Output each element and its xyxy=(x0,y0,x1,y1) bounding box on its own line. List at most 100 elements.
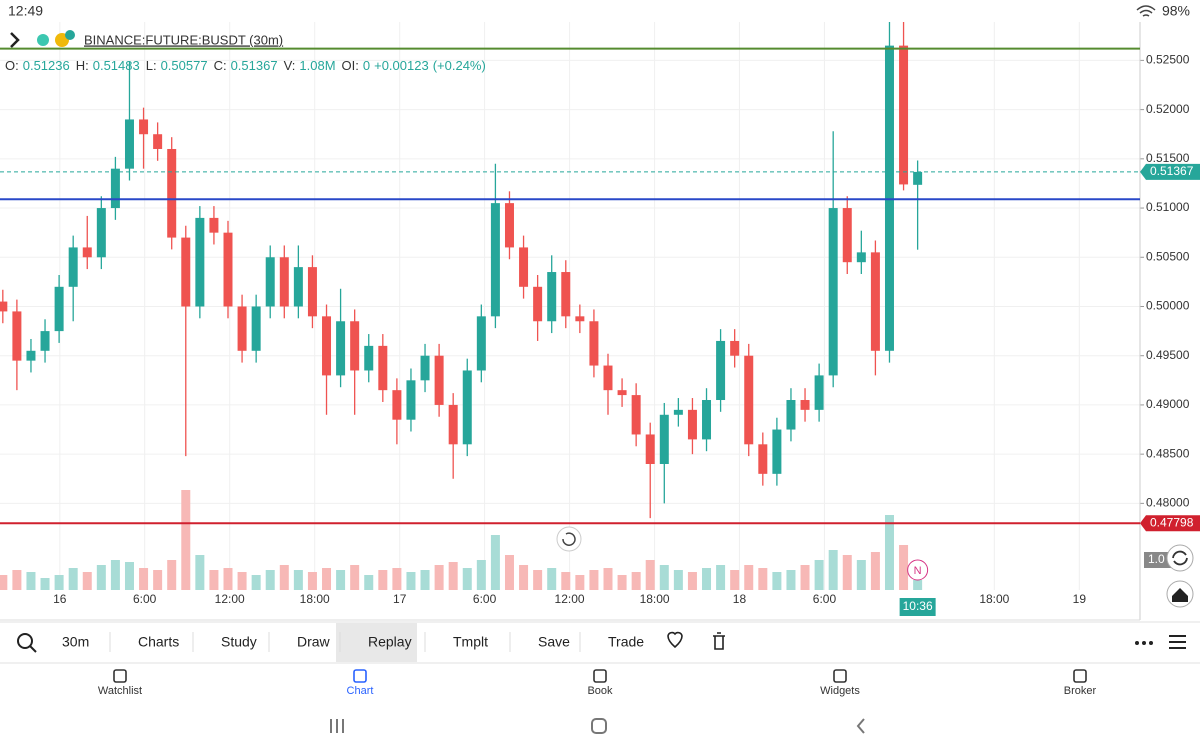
candle-body xyxy=(209,217,219,233)
y-tick-label: 0.49500 xyxy=(1146,348,1190,362)
x-tick-label: 17 xyxy=(393,592,407,606)
candle-body xyxy=(350,321,360,371)
nav-label[interactable]: Book xyxy=(587,685,613,697)
toolbar-button[interactable]: 30m xyxy=(62,634,89,650)
candle-body xyxy=(124,119,134,169)
event-marker[interactable] xyxy=(907,559,929,581)
volume-bar xyxy=(307,572,317,590)
volume-bar xyxy=(561,572,571,590)
more-icon xyxy=(1149,641,1153,645)
volume-bar xyxy=(12,570,22,590)
reset-button[interactable] xyxy=(556,526,582,552)
candle-body xyxy=(913,171,923,185)
candle-body xyxy=(54,286,64,332)
legend-label: OI: xyxy=(342,58,359,73)
toolbar-button[interactable]: Replay xyxy=(368,634,412,650)
y-tick-label: 0.48000 xyxy=(1146,496,1190,510)
volume-bar xyxy=(406,572,416,590)
toolbar-items: 30m Charts Study Draw Replay Tmplt Save Trade xyxy=(62,632,644,652)
volume-tag-label: 1.0 xyxy=(1148,552,1165,566)
legend-label: O: xyxy=(5,58,19,73)
candle-body xyxy=(800,400,810,410)
candle-body xyxy=(786,400,796,430)
nav-icon[interactable] xyxy=(593,669,607,683)
candle-body xyxy=(279,257,289,307)
y-tick-label: 0.51000 xyxy=(1146,200,1190,214)
x-tick-label: 18:00 xyxy=(300,592,330,606)
legend-value: 0.51236 xyxy=(23,58,70,73)
volume-bar xyxy=(884,515,894,590)
symbol[interactable]: BINANCE:FUTURE:BUSDT (30m) xyxy=(84,32,283,47)
candle-body xyxy=(575,316,585,322)
candle-body xyxy=(406,380,416,420)
more-icon[interactable] xyxy=(1135,641,1139,645)
toolbar-button[interactable]: Trade xyxy=(608,634,644,650)
menu-icon[interactable] xyxy=(1169,635,1186,649)
nav-label[interactable]: Chart xyxy=(347,685,374,697)
candle-body xyxy=(744,355,754,445)
candle-body xyxy=(758,444,768,474)
volume-bar xyxy=(575,575,585,590)
volume-bar xyxy=(645,560,655,590)
candle-body xyxy=(730,340,740,356)
candle-body xyxy=(68,247,78,287)
volume-bar xyxy=(462,568,472,590)
ohlc-legend: O: 0.51236 H: 0.51483 L: 0.50577 C: 0.51367 V: 1.… xyxy=(5,58,486,73)
volume-bar xyxy=(476,560,486,590)
legend-value: 1.08M xyxy=(299,58,335,73)
nav-icon[interactable] xyxy=(353,669,367,683)
x-tick-label: 18 xyxy=(733,592,747,606)
legend-value: 0.51367 xyxy=(231,58,278,73)
delete-icon[interactable] xyxy=(713,632,725,650)
candle-body xyxy=(631,395,641,435)
x-tick-label: 18:00 xyxy=(640,592,670,606)
legend-value: (+0.24%) xyxy=(433,58,486,73)
volume-bar xyxy=(96,565,106,590)
volume-bar xyxy=(659,565,669,590)
candle-body xyxy=(856,252,866,263)
status-time: 12:49 xyxy=(8,3,43,19)
candle-body xyxy=(504,203,514,248)
volume-bar xyxy=(603,568,613,590)
volume-bar xyxy=(448,562,458,590)
favorite-icon[interactable] xyxy=(667,631,683,649)
toolbar-button[interactable]: Charts xyxy=(138,634,179,650)
nav-label[interactable]: Widgets xyxy=(820,685,860,697)
toolbar-button[interactable]: Draw xyxy=(297,634,331,650)
coin-icon xyxy=(65,30,75,40)
y-tick-label: 0.52000 xyxy=(1146,102,1190,116)
candle-body xyxy=(716,340,726,401)
legend-value: 0.51483 xyxy=(93,58,140,73)
toolbar xyxy=(0,622,1200,662)
candle-body xyxy=(462,370,472,445)
nav-label[interactable]: Watchlist xyxy=(98,685,142,697)
legend-label: C: xyxy=(214,58,227,73)
toolbar-button[interactable]: Study xyxy=(221,634,257,650)
toolbar-button[interactable]: Save xyxy=(538,634,570,650)
volume-bar xyxy=(533,570,543,590)
nav-icon[interactable] xyxy=(113,669,127,683)
legend-value: 0 xyxy=(363,58,370,73)
candle-body xyxy=(153,134,163,149)
volume-bar xyxy=(828,550,838,590)
y-tick-label: 0.50000 xyxy=(1146,299,1190,313)
recent-apps[interactable] xyxy=(330,719,344,733)
nav-icon[interactable] xyxy=(1073,669,1087,683)
volume-bar xyxy=(293,570,303,590)
candle-body xyxy=(772,429,782,474)
search-icon[interactable] xyxy=(17,633,33,649)
candle-body xyxy=(490,203,500,317)
volume-bar xyxy=(195,555,205,590)
candle-body xyxy=(40,331,50,351)
sync-button[interactable] xyxy=(1166,544,1194,572)
collapse-icon[interactable] xyxy=(10,32,20,48)
volume-bar xyxy=(772,572,782,590)
home-key[interactable] xyxy=(591,718,607,734)
nav-icon[interactable] xyxy=(833,669,847,683)
toolbar-button[interactable]: Tmplt xyxy=(453,634,488,650)
back-key[interactable] xyxy=(856,718,865,734)
volume-bar xyxy=(110,560,120,590)
volume-bar xyxy=(702,568,712,590)
x-tick-label: 6:00 xyxy=(133,592,157,606)
nav-label[interactable]: Broker xyxy=(1064,685,1097,697)
